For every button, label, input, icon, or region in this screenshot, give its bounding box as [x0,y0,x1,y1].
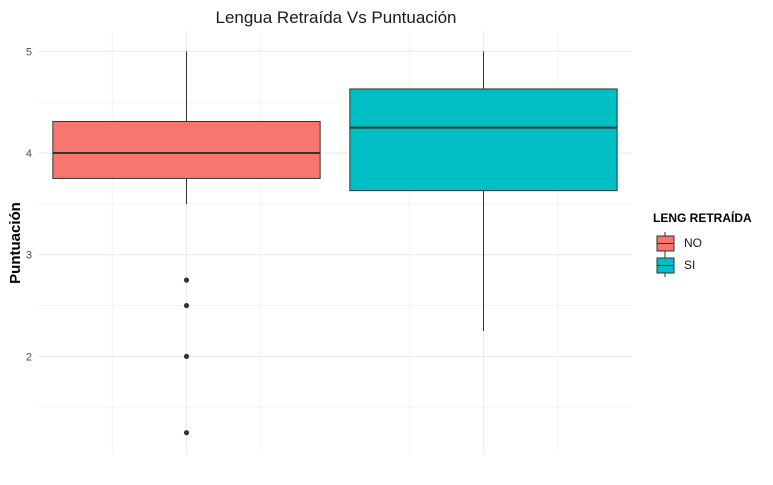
y-axis-label: Puntuación [7,202,24,284]
legend-label: SI [684,258,695,272]
outlier-point [183,277,190,283]
outlier-point [183,302,190,309]
box-si [349,51,618,331]
legend-item-si: SI [656,254,695,277]
legend: LENG RETRAÍDA NO SI [653,210,752,277]
box-body [349,88,618,192]
y-tick-label: 3 [26,250,32,262]
boxes [52,51,618,436]
outlier-point [183,430,190,436]
y-tick-label: 2 [26,351,32,363]
legend-label: NO [684,236,702,250]
box-body [52,121,321,179]
outlier-point [183,353,190,359]
box-no [52,51,321,436]
legend-item-no: NO [656,232,702,255]
y-tick-label: 4 [26,148,32,160]
y-axis-ticks: 2 3 4 5 [26,46,32,363]
legend-title: LENG RETRAÍDA [653,210,752,225]
chart-title: Lengua Retraída Vs Puntuación [215,8,456,27]
y-tick-label: 5 [26,46,32,58]
